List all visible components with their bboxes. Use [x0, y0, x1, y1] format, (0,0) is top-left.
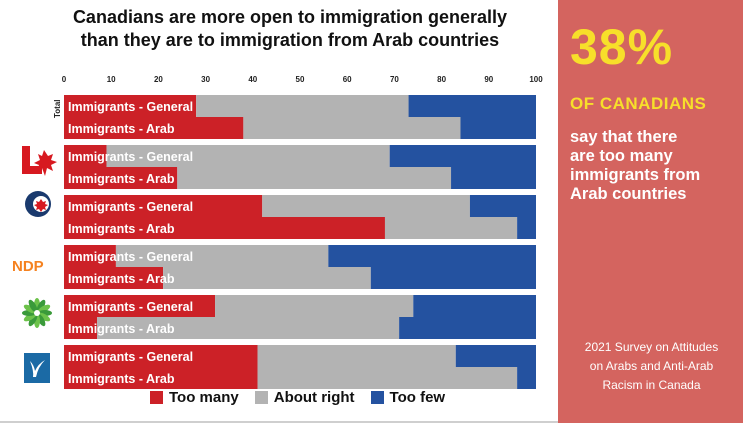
- bar-segment-too-few: [413, 295, 536, 317]
- bar-label: Immigrants - General: [68, 350, 193, 364]
- legend-label-too-many: Too many: [169, 389, 239, 406]
- bar-segment-about-right: [258, 345, 456, 367]
- highlight-percentage: 38%: [570, 18, 673, 76]
- liberal-logo-icon: [22, 146, 57, 176]
- x-axis-ticks: 0 10 20 30 40 50 60 70 80 90 100: [62, 75, 543, 84]
- x-tick-label: 30: [201, 75, 210, 84]
- legend-label-too-few: Too few: [390, 389, 446, 406]
- x-tick-label: 90: [484, 75, 493, 84]
- bar-segment-too-few: [371, 267, 536, 289]
- legend-swatch-too-many: [150, 391, 163, 404]
- bar-segment-too-few: [456, 345, 536, 367]
- bar-label: Immigrants - Arab: [68, 322, 175, 336]
- statement-line-2: are too many: [570, 147, 735, 166]
- bar-segment-too-few: [470, 195, 536, 217]
- bar-segment-about-right: [258, 367, 518, 389]
- bar-segment-too-few: [451, 167, 536, 189]
- bar-segment-too-few: [460, 117, 536, 139]
- bar-label: Immigrants - Arab: [68, 172, 175, 186]
- bar-label: Immigrants - General: [68, 250, 193, 264]
- survey-source: 2021 Survey on Attitudes on Arabs and An…: [564, 338, 739, 395]
- bar-label: Immigrants - General: [68, 300, 193, 314]
- statement-line-4: Arab countries: [570, 185, 735, 204]
- bar-label: Immigrants - General: [68, 200, 193, 214]
- statement-line-1: say that there: [570, 128, 735, 147]
- bar-segment-too-few: [517, 217, 536, 239]
- bar-segment-too-few: [517, 367, 536, 389]
- total-label: Total: [53, 99, 62, 118]
- legend-item-about-right: About right: [255, 389, 355, 406]
- source-line-3: Racism in Canada: [564, 376, 739, 395]
- bar-segment-too-few: [399, 317, 536, 339]
- statement-line-3: immigrants from: [570, 166, 735, 185]
- bar-segment-about-right: [163, 267, 371, 289]
- bar-label: Immigrants - General: [68, 150, 193, 164]
- legend: Too many About right Too few: [150, 389, 445, 406]
- bar-segment-about-right: [196, 95, 408, 117]
- bar-label: Immigrants - Arab: [68, 222, 175, 236]
- highlight-subheading: OF CANADIANS: [570, 94, 706, 114]
- x-tick-label: 0: [62, 75, 67, 84]
- x-tick-label: 40: [248, 75, 257, 84]
- x-tick-label: 100: [529, 75, 543, 84]
- bar-segment-about-right: [215, 295, 413, 317]
- conservative-logo-icon: [25, 191, 51, 217]
- legend-swatch-about-right: [255, 391, 268, 404]
- bar-label: Immigrants - Arab: [68, 272, 175, 286]
- x-tick-label: 60: [343, 75, 352, 84]
- ndp-logo: NDP: [12, 258, 44, 275]
- legend-swatch-too-few: [371, 391, 384, 404]
- bar-segment-too-few: [390, 145, 536, 167]
- highlight-statement: say that there are too many immigrants f…: [570, 128, 735, 204]
- legend-item-too-few: Too few: [371, 389, 446, 406]
- bar-label: Immigrants - Arab: [68, 122, 175, 136]
- x-tick-label: 50: [296, 75, 305, 84]
- bloc-logo-icon: [24, 353, 50, 383]
- party-icons: Total NDP: [12, 99, 62, 383]
- bar-segment-too-few: [328, 245, 536, 267]
- legend-item-too-many: Too many: [150, 389, 239, 406]
- legend-label-about-right: About right: [274, 389, 355, 406]
- x-tick-label: 10: [107, 75, 116, 84]
- bar-segment-about-right: [385, 217, 517, 239]
- bar-label: Immigrants - Arab: [68, 372, 175, 386]
- bar-segment-about-right: [262, 195, 470, 217]
- green-party-logo-icon: [22, 298, 52, 328]
- flower-center: [34, 310, 40, 316]
- bar-label: Immigrants - General: [68, 100, 193, 114]
- bar-segment-about-right: [177, 167, 451, 189]
- x-tick-label: 20: [154, 75, 163, 84]
- source-line-1: 2021 Survey on Attitudes: [564, 338, 739, 357]
- bar-segment-too-few: [409, 95, 536, 117]
- stacked-bar-chart: 0 10 20 30 40 50 60 70 80 90 100 Immigrants - Gene…: [0, 0, 558, 421]
- x-tick-label: 80: [437, 75, 446, 84]
- source-line-2: on Arabs and Anti-Arab: [564, 357, 739, 376]
- x-tick-label: 70: [390, 75, 399, 84]
- bar-groups: Immigrants - General Immigrants - Arab Imm…: [64, 95, 536, 389]
- bar-segment-about-right: [243, 117, 460, 139]
